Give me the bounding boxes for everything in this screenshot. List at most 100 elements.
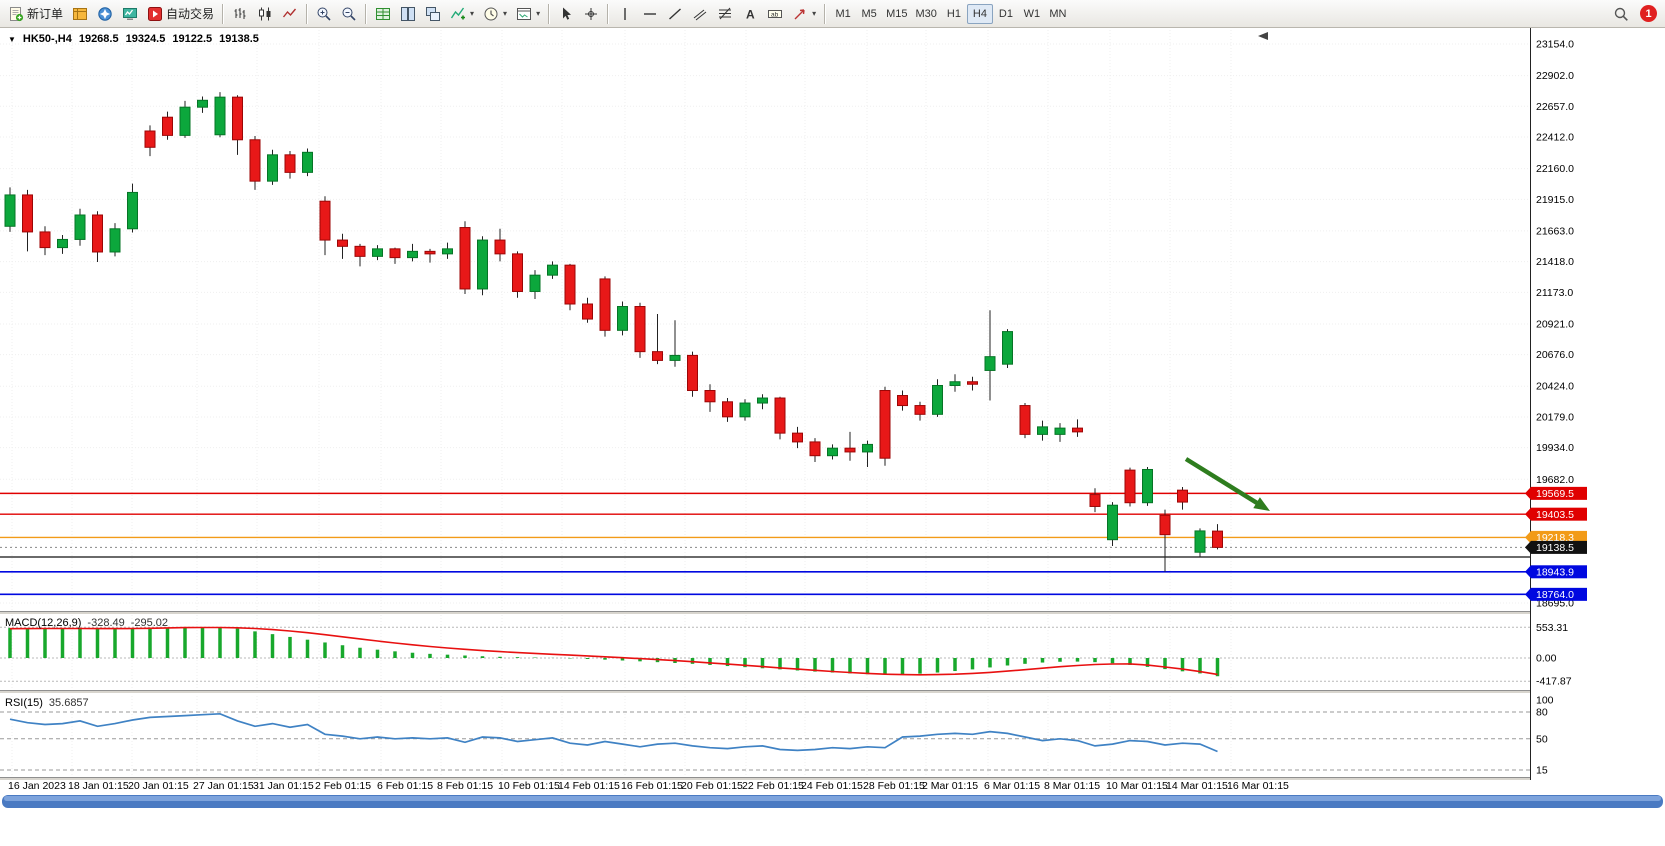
- navigator-button[interactable]: [93, 2, 117, 26]
- cascade-windows-button[interactable]: [421, 2, 445, 26]
- svg-text:18943.9: 18943.9: [1536, 567, 1574, 579]
- search-icon: [1614, 7, 1628, 21]
- new-order-button[interactable]: 新订单: [4, 2, 67, 26]
- channel-button[interactable]: [688, 2, 712, 26]
- svg-text:6 Feb 01:15: 6 Feb 01:15: [377, 780, 433, 792]
- svg-text:50: 50: [1536, 733, 1548, 745]
- label-tool-button[interactable]: ab: [763, 2, 787, 26]
- templates-button[interactable]: ▾: [512, 2, 544, 26]
- svg-text:0.00: 0.00: [1536, 653, 1557, 665]
- svg-text:15: 15: [1536, 765, 1548, 777]
- timeframe-w1[interactable]: W1: [1019, 4, 1045, 24]
- new-order-label: 新订单: [27, 7, 64, 21]
- svg-text:21915.0: 21915.0: [1536, 194, 1574, 206]
- text-tool-button[interactable]: A: [738, 2, 762, 26]
- macd-signal-value: -295.02: [130, 617, 169, 629]
- svg-text:21418.0: 21418.0: [1536, 256, 1574, 268]
- timeframe-m30[interactable]: M30: [912, 4, 941, 24]
- macd-title: MACD(12,26,9): [5, 617, 82, 629]
- chart-window: 23154.0 22902.0 22657.0 22412.0 22160.0 21915…: [0, 28, 1665, 846]
- macd-main-value: -328.49: [87, 617, 125, 629]
- candlestick-chart-button[interactable]: [253, 2, 277, 26]
- line-chart-button[interactable]: [278, 2, 302, 26]
- quote-close: 19138.5: [219, 33, 259, 45]
- svg-text:A: A: [746, 7, 755, 21]
- tile-windows-button[interactable]: [396, 2, 420, 26]
- fibonacci-icon: [719, 7, 732, 19]
- auto-trading-button[interactable]: 自动交易: [143, 2, 218, 26]
- timeframe-mn[interactable]: MN: [1045, 4, 1071, 24]
- auto-trading-label: 自动交易: [166, 7, 215, 21]
- svg-text:18764.0: 18764.0: [1536, 589, 1574, 601]
- svg-text:8 Feb 01:15: 8 Feb 01:15: [437, 780, 493, 792]
- zoom-out-button[interactable]: [337, 2, 361, 26]
- svg-text:10 Mar 01:15: 10 Mar 01:15: [1106, 780, 1168, 792]
- add-indicator-button[interactable]: ▾: [446, 2, 478, 26]
- horizontal-line-button[interactable]: [638, 2, 662, 26]
- timeframe-group: M1 M5 M15 M30 H1 H4 D1 W1 MN: [830, 3, 1071, 24]
- new-order-icon: [10, 6, 24, 21]
- trendline-icon: [669, 7, 682, 20]
- market-watch-button[interactable]: [68, 2, 92, 26]
- svg-text:19934.0: 19934.0: [1536, 442, 1574, 454]
- fibonacci-button[interactable]: [713, 2, 737, 26]
- svg-text:22160.0: 22160.0: [1536, 163, 1574, 175]
- svg-text:553.31: 553.31: [1536, 622, 1568, 634]
- svg-text:23154.0: 23154.0: [1536, 39, 1574, 51]
- timeframe-m1[interactable]: M1: [830, 4, 856, 24]
- timeframe-d1[interactable]: D1: [993, 4, 1019, 24]
- svg-text:22412.0: 22412.0: [1536, 132, 1574, 144]
- search-button[interactable]: [1609, 2, 1633, 26]
- cursor-button[interactable]: [554, 2, 578, 26]
- chevron-down-icon: ▾: [470, 9, 475, 18]
- bar-chart-button[interactable]: [228, 2, 252, 26]
- svg-text:8 Mar 01:15: 8 Mar 01:15: [1044, 780, 1100, 792]
- timeframe-h1[interactable]: H1: [941, 4, 967, 24]
- crosshair-icon: [585, 7, 598, 20]
- market-watch-icon: [73, 7, 88, 20]
- rsi-value: 35.6857: [48, 697, 89, 709]
- toolbar-separator: [548, 3, 551, 24]
- notification-badge[interactable]: 1: [1640, 5, 1657, 22]
- rsi-title: RSI(15): [5, 697, 43, 709]
- svg-text:19682.0: 19682.0: [1536, 474, 1574, 486]
- horizontal-line-icon: [644, 12, 657, 15]
- periods-button[interactable]: ▾: [479, 2, 511, 26]
- svg-text:24 Feb 01:15: 24 Feb 01:15: [801, 780, 863, 792]
- svg-text:22 Feb 01:15: 22 Feb 01:15: [742, 780, 804, 792]
- label-icon: ab: [768, 9, 783, 18]
- svg-text:28 Feb 01:15: 28 Feb 01:15: [863, 780, 925, 792]
- toolbar-separator: [222, 3, 225, 24]
- macd-label: MACD(12,26,9) -328.49 -295.02: [5, 617, 168, 629]
- arrange-windows-button[interactable]: [371, 2, 395, 26]
- candlestick-chart-icon: [259, 7, 271, 20]
- timeframe-m5[interactable]: M5: [856, 4, 882, 24]
- terminal-button[interactable]: [118, 2, 142, 26]
- tile-windows-icon: [401, 6, 416, 21]
- chart-canvas[interactable]: 23154.0 22902.0 22657.0 22412.0 22160.0 21915…: [0, 28, 1665, 846]
- template-icon: [517, 7, 532, 20]
- quote-open: 19268.5: [78, 33, 119, 45]
- svg-text:80: 80: [1536, 707, 1548, 719]
- svg-text:10 Feb 01:15: 10 Feb 01:15: [498, 780, 560, 792]
- collapse-triangle-icon[interactable]: ▼: [8, 34, 16, 44]
- timeframe-h4[interactable]: H4: [966, 3, 993, 24]
- svg-text:20676.0: 20676.0: [1536, 349, 1574, 361]
- vertical-line-button[interactable]: [613, 2, 637, 26]
- symbol-period: HK50-,H4: [22, 33, 72, 45]
- svg-text:22657.0: 22657.0: [1536, 101, 1574, 113]
- toolbar-separator: [306, 3, 309, 24]
- trendline-button[interactable]: [663, 2, 687, 26]
- chevron-down-icon: ▾: [536, 9, 541, 18]
- auto-trading-icon: [148, 6, 163, 21]
- arrange-windows-icon: [376, 7, 391, 20]
- crosshair-button[interactable]: [579, 2, 603, 26]
- quote-low: 19122.5: [172, 33, 213, 45]
- svg-text:-417.87: -417.87: [1536, 676, 1572, 688]
- chart-quote-line: ▼ HK50-,H4 19268.5 19324.5 19122.5 19138…: [8, 33, 259, 45]
- timeframe-m15[interactable]: M15: [882, 4, 911, 24]
- cursor-arrow-icon: [563, 7, 572, 20]
- arrows-tool-button[interactable]: ▾: [788, 2, 820, 26]
- zoom-in-button[interactable]: [312, 2, 336, 26]
- navigator-icon: [98, 6, 112, 21]
